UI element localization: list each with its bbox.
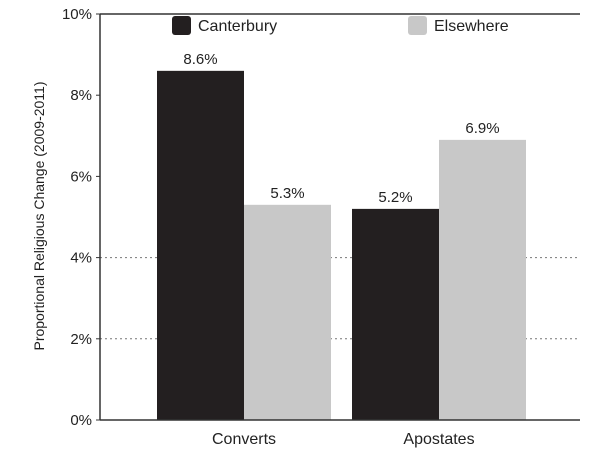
bar-converts-elsewhere [244, 204, 331, 420]
category-label-converts: Converts [212, 431, 276, 448]
legend: Canterbury Elsewhere [172, 16, 509, 35]
data-labels: 8.6% 5.3% 5.2% 6.9% [183, 51, 499, 206]
category-label-apostates: Apostates [403, 431, 474, 448]
data-label-converts-elsewhere: 5.3% [270, 185, 304, 202]
legend-label-canterbury: Canterbury [198, 18, 277, 35]
y-tick-label: 2% [70, 331, 92, 348]
bars [157, 70, 526, 421]
y-tick-label: 8% [70, 87, 92, 104]
data-label-apostates-canterbury: 5.2% [378, 189, 412, 206]
y-tick-label: 10% [62, 6, 92, 23]
y-tick-label: 6% [70, 168, 92, 185]
legend-swatch-canterbury [172, 16, 191, 35]
category-labels: Converts Apostates [212, 431, 475, 448]
y-axis-title: Proportional Religious Change (2009-2011… [31, 81, 47, 350]
legend-swatch-elsewhere [408, 16, 427, 35]
data-label-apostates-elsewhere: 6.9% [465, 120, 499, 137]
bar-converts-canterbury [157, 70, 244, 420]
y-tick-label: 0% [70, 412, 92, 429]
axes [99, 13, 580, 421]
legend-label-elsewhere: Elsewhere [434, 18, 509, 35]
y-ticks: 0% 2% 4% 6% 8% 10% [62, 6, 100, 429]
bar-apostates-elsewhere [439, 139, 526, 421]
data-label-converts-canterbury: 8.6% [183, 51, 217, 68]
bar-apostates-canterbury [352, 208, 439, 420]
y-tick-label: 4% [70, 250, 92, 267]
